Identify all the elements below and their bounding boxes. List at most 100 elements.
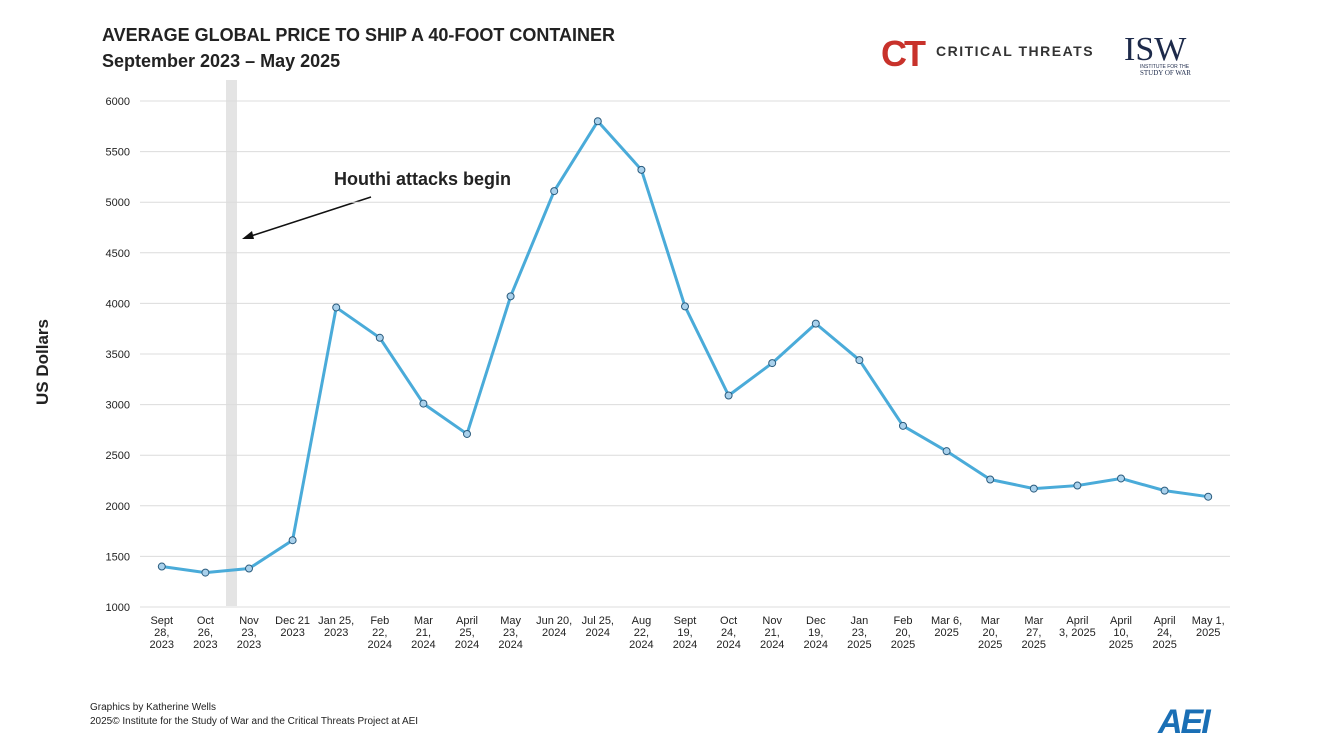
x-tick-line: April xyxy=(1110,615,1132,627)
x-tick-line: 27, xyxy=(1026,627,1041,639)
x-tick-line: Feb xyxy=(370,615,389,627)
x-tick-label: Mar 20, 2025 xyxy=(978,615,1002,651)
x-tick-label: April 25, 2024 xyxy=(455,615,479,651)
x-tick-line: 10, xyxy=(1113,627,1128,639)
x-tick-label: Dec 19, 2024 xyxy=(804,615,828,651)
x-tick-line: 2024 xyxy=(804,639,828,651)
x-tick-line: 2025 xyxy=(934,627,958,639)
x-tick-label: Nov 21, 2024 xyxy=(760,615,784,651)
data-point xyxy=(419,399,428,408)
x-tick-label: Oct 26, 2023 xyxy=(193,615,217,651)
data-point xyxy=(724,391,733,400)
x-tick-line: 2023 xyxy=(280,627,304,639)
y-tick-label: 3500 xyxy=(106,349,130,361)
x-tick-label: May 23, 2024 xyxy=(498,615,522,651)
x-tick-line: Mar xyxy=(1024,615,1043,627)
x-tick-line: 2025 xyxy=(1109,639,1133,651)
x-tick-label: April 10, 2025 xyxy=(1109,615,1133,651)
arrow-head xyxy=(242,231,254,239)
x-tick-line: 2025 xyxy=(1196,627,1220,639)
data-point xyxy=(855,356,864,365)
x-tick-label: Jul 25, 2024 xyxy=(582,615,614,639)
x-tick-line: 2023 xyxy=(237,639,261,651)
x-tick-line: 2024 xyxy=(411,639,435,651)
x-tick-line: 20, xyxy=(983,627,998,639)
data-point xyxy=(899,421,907,430)
x-tick-line: April xyxy=(456,615,478,627)
x-tick-line: Jun 20, xyxy=(536,615,572,627)
x-tick-label: Sept 19, 2024 xyxy=(673,615,697,651)
x-tick-line: 21, xyxy=(416,627,431,639)
credit: Graphics by Katherine Wells xyxy=(90,702,216,713)
y-tick-label: 6000 xyxy=(106,96,130,108)
data-point xyxy=(1160,486,1169,495)
x-tick-line: Oct xyxy=(720,615,737,627)
x-tick-line: May 1, xyxy=(1192,615,1225,627)
x-tick-line: 23, xyxy=(852,627,867,639)
x-tick-line: 2024 xyxy=(368,639,392,651)
data-point xyxy=(463,429,471,438)
x-tick-line: 22, xyxy=(634,627,649,639)
x-tick-line: 26, xyxy=(198,627,213,639)
x-tick-line: 25, xyxy=(459,627,474,639)
event-band xyxy=(226,80,237,606)
x-tick-line: Dec xyxy=(806,615,826,627)
x-tick-line: 2024 xyxy=(629,639,653,651)
y-axis-label: US Dollars xyxy=(33,319,52,405)
x-tick-line: 23, xyxy=(503,627,518,639)
ct-logo-mark: CT xyxy=(881,33,926,74)
y-tick-label: 1000 xyxy=(106,602,130,614)
x-tick-line: May xyxy=(500,615,521,627)
x-tick-label: Jan 25, 2023 xyxy=(318,615,354,639)
x-tick-label: Mar 21, 2024 xyxy=(411,615,435,651)
y-tick-label: 3000 xyxy=(106,400,130,412)
x-tick-label: Mar 6, 2025 xyxy=(931,615,962,639)
aei-logo: AEI xyxy=(1157,703,1212,741)
y-tick-label: 4500 xyxy=(106,248,130,260)
isw-logo-sub: INSTITUTE FOR THE xyxy=(1140,64,1190,70)
data-point xyxy=(550,187,559,196)
annotation: Houthi attacks begin xyxy=(334,169,511,189)
x-tick-label: Dec 21 2023 xyxy=(275,615,310,639)
x-tick-line: 19, xyxy=(808,627,823,639)
data-point xyxy=(157,562,166,571)
y-tick-label: 2000 xyxy=(106,501,130,513)
x-tick-line: 19, xyxy=(677,627,692,639)
x-tick-line: Feb xyxy=(894,615,913,627)
x-tick-label: Sept 28, 2023 xyxy=(150,615,174,651)
x-tick-line: 2023 xyxy=(150,639,174,651)
y-tick-label: 5000 xyxy=(106,197,130,209)
x-tick-line: 2025 xyxy=(847,639,871,651)
x-tick-label: Oct 24, 2024 xyxy=(716,615,740,651)
x-tick-label: Feb 20, 2025 xyxy=(891,615,915,651)
x-tick-line: Sept xyxy=(674,615,697,627)
x-tick-label: May 1, 2025 xyxy=(1192,615,1225,639)
x-tick-label: Jun 20, 2024 xyxy=(536,615,572,639)
y-tick-label: 1500 xyxy=(106,551,130,563)
x-tick-line: 2025 xyxy=(891,639,915,651)
x-tick-line: 28, xyxy=(154,627,169,639)
data-point xyxy=(942,447,951,456)
chart-subtitle: September 2023 – May 2025 xyxy=(102,51,340,71)
data-point xyxy=(1073,481,1082,490)
x-tick-label: Feb 22, 2024 xyxy=(368,615,392,651)
x-tick-line: Jan xyxy=(851,615,869,627)
x-tick-line: 2024 xyxy=(542,627,566,639)
x-tick-line: 2024 xyxy=(716,639,740,651)
y-tick-label: 4000 xyxy=(106,298,130,310)
series-line xyxy=(161,119,1209,575)
x-tick-line: Aug xyxy=(632,615,652,627)
annotation-arrow xyxy=(247,196,372,238)
x-tick-line: 24, xyxy=(721,627,736,639)
data-point xyxy=(986,475,995,484)
x-tick-line: April xyxy=(1066,615,1088,627)
chart-title: AVERAGE GLOBAL PRICE TO SHIP A 40-FOOT C… xyxy=(102,25,615,45)
x-tick-label: Nov 23, 2023 xyxy=(237,615,261,651)
data-point xyxy=(768,359,777,368)
data-point xyxy=(811,319,820,328)
x-tick-line: Dec 21 xyxy=(275,615,310,627)
x-tick-line: 20, xyxy=(895,627,910,639)
x-tick-line: 2023 xyxy=(193,639,217,651)
x-tick-line: 22, xyxy=(372,627,387,639)
x-tick-line: 2023 xyxy=(324,627,348,639)
